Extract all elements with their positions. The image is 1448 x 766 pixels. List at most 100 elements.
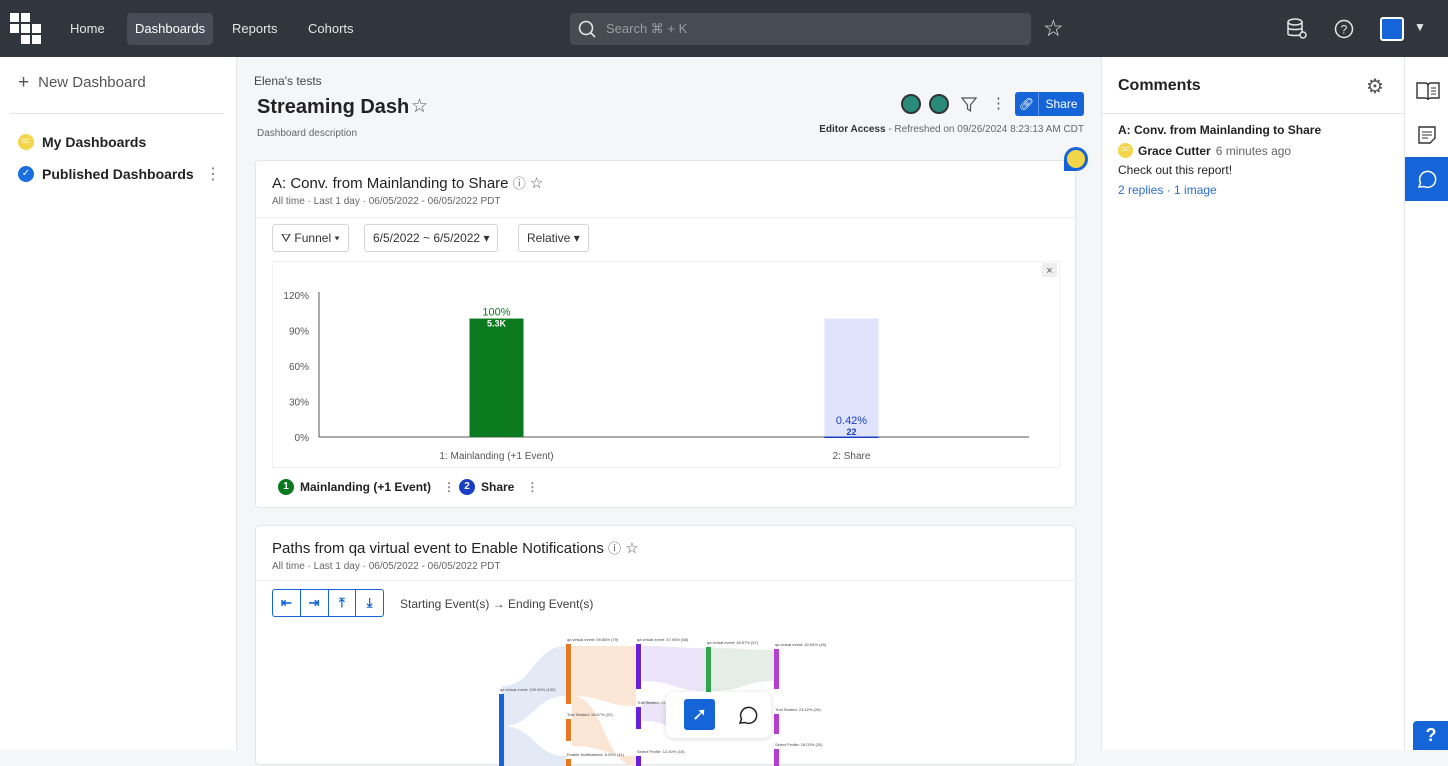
sankey-node[interactable] bbox=[566, 719, 571, 741]
sankey-node-label: qa virtual event: 59.85% (79) bbox=[567, 637, 619, 642]
access-level: Editor Access bbox=[819, 124, 886, 135]
breadcrumb[interactable]: Elena's tests bbox=[254, 74, 322, 88]
legend-label: Mainlanding (+1 Event) bbox=[300, 480, 432, 494]
bar-value-label: 0.42% bbox=[836, 415, 867, 427]
align-left-icon[interactable]: ⇤ bbox=[273, 590, 301, 616]
align-bottom-icon[interactable]: ⤓ bbox=[366, 595, 373, 610]
align-top-icon[interactable]: ⤒ bbox=[329, 590, 357, 616]
book-icon[interactable] bbox=[1416, 81, 1440, 101]
comments-panel: Comments ⚙ A: Conv. from Mainlanding to … bbox=[1101, 57, 1404, 750]
page-title: Streaming Dash bbox=[257, 96, 410, 118]
project-switcher-button[interactable] bbox=[1380, 17, 1404, 41]
link-icon[interactable]: 🔗︎ bbox=[1015, 92, 1039, 116]
nav-home[interactable]: Home bbox=[70, 21, 105, 36]
comment-thread[interactable]: A: Conv. from Mainlanding to Share GC Gr… bbox=[1118, 123, 1398, 197]
bar-background[interactable] bbox=[824, 318, 879, 437]
sankey-node[interactable] bbox=[774, 714, 779, 734]
bar[interactable] bbox=[824, 436, 879, 439]
app-logo-icon[interactable] bbox=[10, 13, 42, 45]
notes-icon[interactable] bbox=[1417, 125, 1437, 145]
sankey-node[interactable] bbox=[499, 694, 504, 766]
sidebar-item-published-dashboards[interactable]: ✓ Published Dashboards bbox=[18, 166, 194, 182]
filter-icon[interactable] bbox=[961, 97, 977, 112]
close-icon[interactable]: × bbox=[1046, 265, 1052, 277]
sankey-link[interactable] bbox=[502, 646, 566, 726]
bar-count-label: 22 bbox=[846, 427, 856, 437]
search-placeholder: Search ⌘ + K bbox=[606, 21, 688, 36]
sankey-node-label: Trial Started: 16.67% (22) bbox=[567, 712, 613, 717]
sankey-node[interactable] bbox=[636, 756, 641, 766]
sankey-node[interactable] bbox=[636, 707, 641, 729]
sankey-link[interactable] bbox=[502, 726, 566, 766]
report-title[interactable]: Paths from qa virtual event to Enable No… bbox=[272, 540, 639, 557]
sidebar-item-my-dashboards[interactable]: GC My Dashboards bbox=[18, 134, 146, 150]
y-tick-label: 30% bbox=[289, 398, 309, 409]
help-icon[interactable]: ? bbox=[1334, 19, 1354, 39]
comment-text: Check out this report! bbox=[1118, 163, 1233, 177]
legend-item-2[interactable]: 2 Share ⋮ bbox=[459, 479, 538, 495]
funnel-chart: × 0% 30% 60% 90% 120% 100%5.3K 1: Mainlanding (… bbox=[272, 261, 1060, 468]
legend-label: Share bbox=[481, 480, 515, 494]
info-icon[interactable]: ⓘ bbox=[608, 541, 622, 556]
plus-icon: + bbox=[18, 72, 30, 93]
date-range-dropdown[interactable]: 6/5/2022 ~ 6/5/2022 ▾ bbox=[364, 224, 499, 252]
sidebar: + New Dashboard GC My Dashboards ✓ Publi… bbox=[0, 57, 237, 750]
nav-reports[interactable]: Reports bbox=[232, 21, 278, 36]
sankey-node-label: qa virtual event: 49.57% (57) bbox=[707, 640, 759, 645]
chevron-down-icon[interactable]: ▼ bbox=[1414, 20, 1426, 34]
share-button[interactable]: 🔗︎ Share bbox=[1015, 92, 1084, 116]
comments-tab[interactable] bbox=[1405, 157, 1448, 201]
top-nav-bar: Home Dashboards Reports Cohorts Search ⌘… bbox=[0, 0, 1448, 57]
favorite-star-icon[interactable]: ☆ bbox=[411, 96, 429, 117]
comment-tool-icon[interactable] bbox=[737, 704, 759, 726]
sankey-node[interactable] bbox=[706, 647, 711, 699]
sankey-node[interactable] bbox=[774, 749, 779, 766]
report-card-funnel: A: Conv. from Mainlanding to Share ⓘ ☆ A… bbox=[255, 160, 1076, 508]
nav-dashboards[interactable]: Dashboards bbox=[127, 13, 214, 45]
right-rail: ? bbox=[1404, 57, 1448, 750]
more-options-icon[interactable]: ⋮ bbox=[526, 480, 539, 494]
more-options-icon[interactable]: ⋮ bbox=[443, 480, 456, 494]
mode-dropdown[interactable]: Relative ▾ bbox=[518, 224, 589, 252]
bar-count-label: 5.3K bbox=[487, 319, 507, 329]
sidebar-item-label: My Dashboards bbox=[42, 134, 147, 150]
more-options-icon[interactable]: ⋮ bbox=[991, 95, 1006, 112]
y-tick-label: 60% bbox=[289, 362, 309, 373]
sankey-node[interactable] bbox=[774, 649, 779, 689]
align-right-icon[interactable]: ⇥ bbox=[301, 590, 329, 616]
chart-type-dropdown[interactable]: ⛛ Funnel ▾ bbox=[272, 224, 349, 252]
sankey-link[interactable] bbox=[712, 648, 774, 691]
star-icon[interactable]: ☆ bbox=[1043, 15, 1064, 41]
svg-text:?: ? bbox=[1341, 23, 1348, 37]
sankey-link[interactable] bbox=[572, 646, 636, 706]
sankey-link[interactable] bbox=[642, 646, 706, 691]
report-title[interactable]: A: Conv. from Mainlanding to Share ⓘ ☆ bbox=[272, 175, 544, 192]
comment-replies-link[interactable]: 2 replies · 1 image bbox=[1118, 183, 1217, 197]
new-dashboard-button[interactable]: + New Dashboard bbox=[18, 72, 146, 93]
y-tick-label: 90% bbox=[289, 327, 309, 338]
search-input[interactable]: Search ⌘ + K bbox=[570, 13, 1031, 45]
bar[interactable] bbox=[469, 318, 524, 437]
cursor-tool-icon[interactable]: ➚ bbox=[684, 699, 715, 730]
sankey-node[interactable] bbox=[566, 644, 571, 704]
gear-icon[interactable]: ⚙ bbox=[1366, 76, 1384, 98]
sankey-link[interactable] bbox=[572, 696, 636, 766]
sankey-node-label: Enable Notifications: 8.33% (11) bbox=[567, 752, 625, 757]
info-icon[interactable]: ⓘ bbox=[512, 176, 526, 191]
paths-sankey-chart: qa virtual event: 100.00% (132) qa virtua… bbox=[499, 637, 827, 766]
close-chart-button[interactable] bbox=[1042, 263, 1057, 277]
database-settings-icon[interactable] bbox=[1286, 18, 1308, 40]
legend-item-1[interactable]: 1 Mainlanding (+1 Event) ⋮ bbox=[278, 479, 455, 495]
help-button[interactable]: ? bbox=[1413, 721, 1448, 750]
new-dashboard-label: New Dashboard bbox=[38, 74, 146, 91]
sankey-node[interactable] bbox=[636, 644, 641, 689]
comment-marker[interactable] bbox=[1064, 147, 1088, 171]
star-icon[interactable]: ☆ bbox=[529, 175, 544, 192]
nav-cohorts[interactable]: Cohorts bbox=[308, 21, 354, 36]
dashboard-description[interactable]: Dashboard description bbox=[257, 128, 358, 139]
sankey-node-label: Select Profile: 18.02% (20) bbox=[775, 742, 823, 747]
comment-report-title[interactable]: A: Conv. from Mainlanding to Share bbox=[1118, 123, 1322, 137]
more-options-icon[interactable]: ⋮ bbox=[205, 166, 221, 183]
star-icon[interactable]: ☆ bbox=[625, 540, 639, 557]
sankey-node[interactable] bbox=[566, 759, 571, 766]
